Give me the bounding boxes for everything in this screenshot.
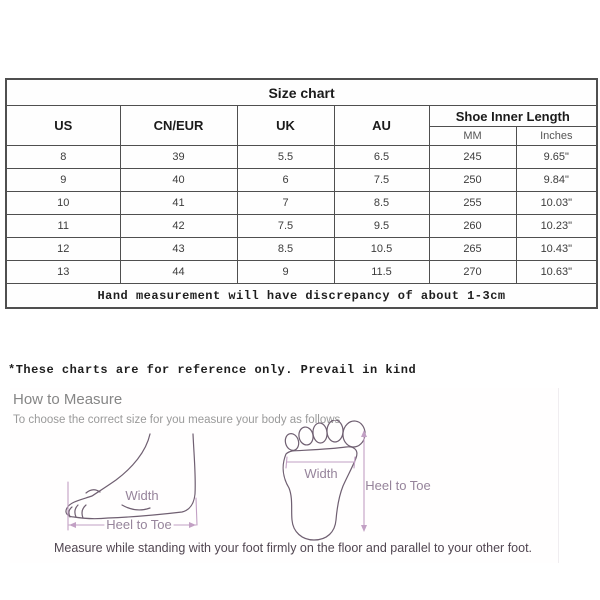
table-row: 10 41 7 8.5 255 10.03": [5, 191, 598, 215]
measure-caption: Measure while standing with your foot fi…: [53, 541, 533, 555]
cell-inches: 10.63": [515, 260, 598, 284]
cell-mm: 245: [428, 145, 517, 169]
cell-uk: 7: [236, 191, 335, 215]
cell-uk: 6: [236, 168, 335, 192]
cell-uk: 7.5: [236, 214, 335, 238]
cell-au: 11.5: [333, 260, 430, 284]
cell-mm: 265: [428, 237, 517, 261]
cell-inches: 10.23": [515, 214, 598, 238]
cell-au: 10.5: [333, 237, 430, 261]
size-chart-title-row: Size chart: [5, 78, 598, 106]
cell-inches: 10.03": [515, 191, 598, 215]
cell-cn-eur: 42: [119, 214, 238, 238]
cell-au: 6.5: [333, 145, 430, 169]
cell-au: 7.5: [333, 168, 430, 192]
cell-cn-eur: 41: [119, 191, 238, 215]
sole-heel-to-toe-label: Heel to Toe: [365, 478, 431, 493]
cell-uk: 8.5: [236, 237, 335, 261]
size-chart-header-row: US CN/EUR UK AU Shoe Inner Length: [5, 105, 598, 146]
size-chart-footnote: Hand measurement will have discrepancy o…: [5, 283, 598, 309]
col-header-cn-eur: CN/EUR: [119, 105, 238, 146]
cell-uk: 5.5: [236, 145, 335, 169]
cell-us: 10: [5, 191, 121, 215]
foot-sole-diagram: Width Heel to Toe: [282, 420, 431, 541]
cell-us: 11: [5, 214, 121, 238]
cell-mm: 270: [428, 260, 517, 284]
cell-us: 13: [5, 260, 121, 284]
col-header-inner-length: Shoe Inner Length: [428, 105, 598, 127]
col-header-uk: UK: [236, 105, 335, 146]
cell-uk: 9: [236, 260, 335, 284]
cell-us: 8: [5, 145, 121, 169]
cell-us: 9: [5, 168, 121, 192]
col-header-au: AU: [333, 105, 430, 146]
col-header-inches: Inches: [515, 126, 598, 146]
cell-cn-eur: 43: [119, 237, 238, 261]
reference-note: *These charts are for reference only. Pr…: [8, 363, 417, 377]
cell-au: 9.5: [333, 214, 430, 238]
size-chart-table: Size chart US CN/EUR UK AU Shoe Inner Le…: [5, 78, 599, 309]
cell-cn-eur: 39: [119, 145, 238, 169]
side-width-label: Width: [125, 488, 158, 503]
cell-us: 12: [5, 237, 121, 261]
table-row: 12 43 8.5 10.5 265 10.43": [5, 237, 598, 261]
table-row: 9 40 6 7.5 250 9.84": [5, 168, 598, 192]
cell-mm: 250: [428, 168, 517, 192]
cell-au: 8.5: [333, 191, 430, 215]
cell-mm: 255: [428, 191, 517, 215]
cell-inches: 9.65": [515, 145, 598, 169]
col-header-mm: MM: [428, 126, 517, 146]
how-to-measure-title: How to Measure: [13, 391, 123, 408]
size-chart-footnote-row: Hand measurement will have discrepancy o…: [5, 283, 598, 309]
foot-side-diagram: Heel to Toe Width: [65, 433, 198, 532]
measure-diagrams: Heel to Toe Width Width Heel to Toe: [65, 420, 431, 541]
size-chart: Size chart US CN/EUR UK AU Shoe Inner Le…: [5, 78, 599, 309]
cell-cn-eur: 44: [119, 260, 238, 284]
how-to-measure-subtitle: To choose the correct size for you measu…: [13, 414, 341, 426]
cell-mm: 260: [428, 214, 517, 238]
col-header-us: US: [5, 105, 121, 146]
cell-cn-eur: 40: [119, 168, 238, 192]
sole-width-label: Width: [304, 466, 337, 481]
cell-inches: 9.84": [515, 168, 598, 192]
table-row: 8 39 5.5 6.5 245 9.65": [5, 145, 598, 169]
cell-inches: 10.43": [515, 237, 598, 261]
table-row: 11 42 7.5 9.5 260 10.23": [5, 214, 598, 238]
table-row: 13 44 9 11.5 270 10.63": [5, 260, 598, 284]
size-chart-title: Size chart: [5, 78, 598, 106]
side-heel-to-toe-label: Heel to Toe: [106, 517, 172, 532]
how-to-measure-panel: [10, 388, 559, 563]
